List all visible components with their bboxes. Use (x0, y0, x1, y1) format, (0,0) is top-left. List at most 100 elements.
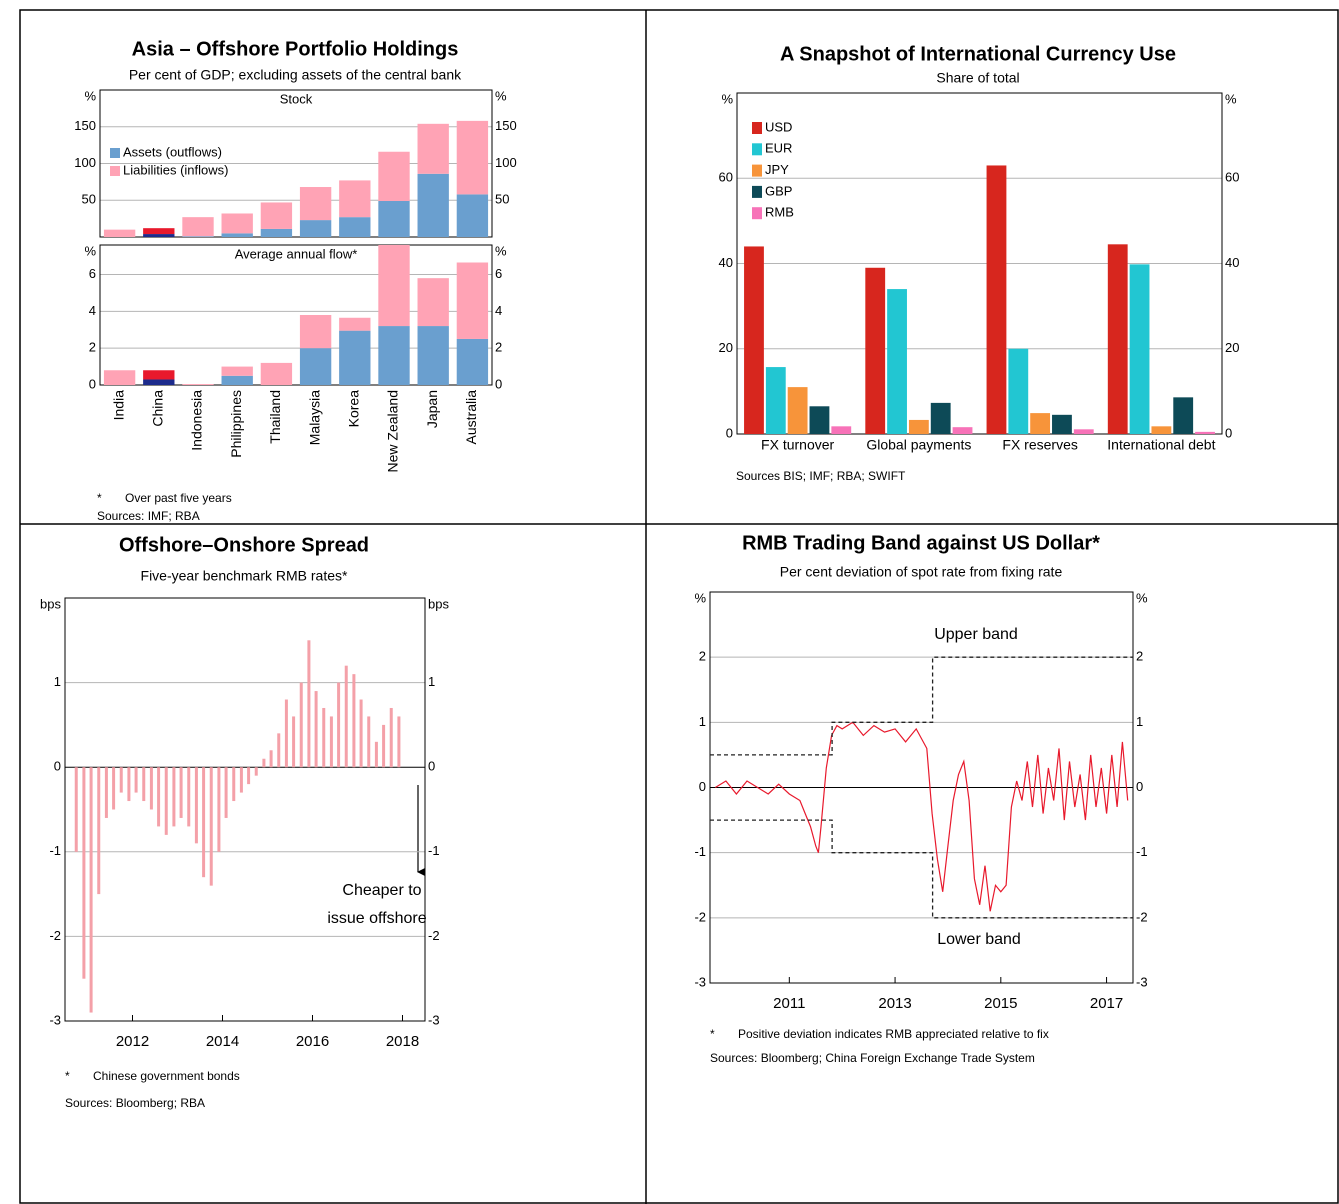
x-tick-label: FX turnover (761, 437, 834, 453)
y-tick-label: 1 (428, 674, 435, 689)
footnote: Positive deviation indicates RMB appreci… (738, 1027, 1049, 1041)
legend-swatch (110, 148, 120, 158)
bar-segment (417, 326, 449, 385)
bar (194, 767, 198, 844)
y-tick-label: 40 (1225, 255, 1239, 270)
bar-segment (182, 236, 214, 237)
bar (1008, 348, 1029, 434)
bar (142, 767, 146, 802)
bar-segment (143, 370, 175, 380)
chart-subtitle: Per cent of GDP; excluding assets of the… (129, 67, 462, 83)
bar-segment (339, 330, 371, 385)
chart-title: Asia – Offshore Portfolio Holdings (132, 38, 459, 60)
y-tick-label: 0 (726, 425, 733, 440)
bar (149, 767, 153, 810)
bar-segment (143, 379, 175, 385)
y-tick-label: 60 (1225, 170, 1239, 185)
bar-segment (103, 229, 136, 237)
chart-title: RMB Trading Band against US Dollar* (742, 532, 1100, 554)
x-tick-label: 2013 (878, 995, 911, 1012)
bar-segment (456, 194, 489, 237)
y-unit: % (84, 243, 96, 258)
chart-subtitle: Five-year benchmark RMB rates* (141, 568, 349, 584)
y-tick-label: 4 (495, 303, 502, 318)
chart-title: Offshore–Onshore Spread (119, 534, 369, 556)
y-unit: % (1225, 91, 1237, 106)
y-tick-label: -2 (694, 909, 706, 924)
bar-segment (221, 213, 253, 234)
bar (930, 402, 951, 434)
bar-segment (182, 217, 214, 237)
x-tick-label: New Zealand (385, 390, 401, 473)
y-tick-label: 50 (495, 192, 509, 207)
y-tick-label: 100 (74, 155, 96, 170)
y-tick-label: 6 (495, 266, 502, 281)
bar-segment (378, 326, 410, 385)
bar (217, 767, 221, 852)
bar-segment (456, 120, 489, 195)
y-tick-label: 0 (89, 376, 96, 391)
bar (89, 767, 93, 1013)
x-tick-label: 2015 (984, 995, 1017, 1012)
y-tick-label: -3 (694, 974, 706, 989)
bar-segment (299, 348, 332, 385)
y-tick-label: -3 (428, 1012, 440, 1027)
y-tick-label: 20 (1225, 340, 1239, 355)
bar (284, 699, 288, 768)
x-tick-label: India (110, 390, 126, 421)
bar (119, 767, 123, 793)
bar (314, 691, 318, 768)
bar (1151, 426, 1172, 434)
annotation: Upper band (934, 626, 1018, 643)
y-tick-label: 20 (719, 340, 733, 355)
y-unit: % (694, 590, 706, 605)
bar-segment (456, 338, 489, 385)
y-tick-label: 0 (699, 779, 706, 794)
bar (232, 767, 236, 802)
y-tick-label: 40 (719, 255, 733, 270)
x-tick-label: Philippines (228, 390, 244, 458)
bar (239, 767, 243, 793)
y-tick-label: 150 (74, 118, 96, 133)
y-unit: % (84, 88, 96, 103)
y-tick-label: 2 (89, 340, 96, 355)
footnote-mark: * (710, 1027, 715, 1041)
bar (187, 767, 191, 827)
y-tick-label: -2 (49, 928, 61, 943)
bar (247, 767, 251, 785)
bar-segment (456, 262, 489, 339)
legend-label: EUR (765, 141, 792, 156)
x-tick-label: 2012 (116, 1033, 149, 1050)
chart-title: A Snapshot of International Currency Use (780, 43, 1176, 65)
legend-label: RMB (765, 205, 794, 220)
footnote-mark: * (97, 491, 102, 505)
series-line (714, 721, 1129, 912)
bar (224, 767, 228, 818)
bar (1107, 244, 1128, 434)
x-tick-label: Global payments (866, 437, 971, 453)
bar (307, 640, 311, 768)
bar (744, 246, 764, 434)
y-tick-label: -3 (1136, 974, 1148, 989)
y-tick-label: 0 (54, 759, 61, 774)
bar (359, 699, 363, 768)
legend-label: Liabilities (inflows) (123, 162, 228, 177)
bar-segment (103, 370, 136, 385)
page-frame (19, 9, 1339, 1204)
y-tick-label: -2 (428, 928, 440, 943)
bar (322, 707, 326, 768)
y-tick-label: 0 (1225, 425, 1232, 440)
legend-swatch (752, 143, 762, 156)
annotation: issue offshore (327, 910, 426, 927)
bar (277, 733, 281, 768)
y-tick-label: 100 (495, 155, 517, 170)
bar (865, 267, 886, 434)
x-tick-label: Australia (463, 390, 479, 445)
legend-label: USD (765, 119, 792, 134)
y-tick-label: -3 (49, 1012, 61, 1027)
y-tick-label: 0 (1136, 779, 1143, 794)
legend-label: GBP (765, 183, 792, 198)
series-line (710, 819, 1133, 919)
bar-segment (260, 362, 293, 385)
